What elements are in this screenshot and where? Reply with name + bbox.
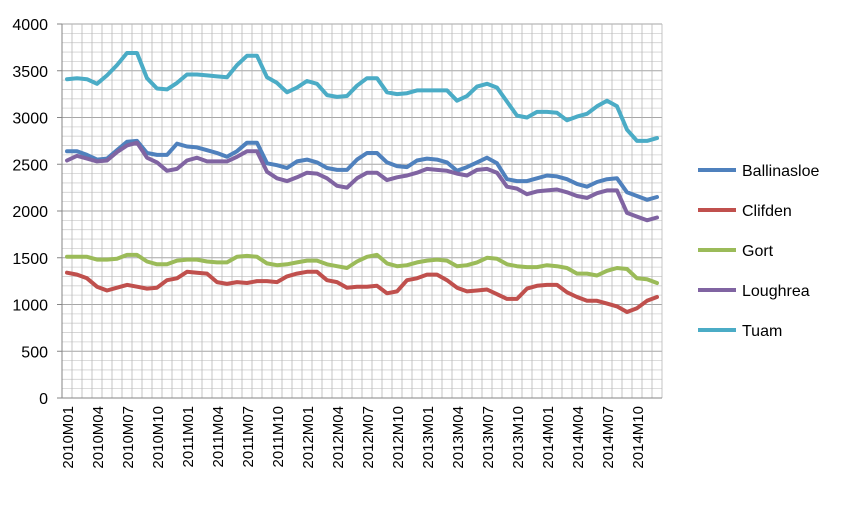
legend-label-gort: Gort [742, 243, 774, 260]
series-line-tuam [65, 51, 659, 143]
legend-label-tuam: Tuam [742, 323, 782, 340]
y-tick-label: 4000 [12, 17, 48, 34]
y-tick-label: 1000 [12, 298, 48, 315]
y-tick-label: 500 [21, 344, 48, 361]
series-lines [65, 51, 659, 314]
y-tick-label: 2500 [12, 157, 48, 174]
x-tick-label: 2010M01 [60, 406, 77, 469]
x-tick-label: 2012M04 [330, 406, 347, 469]
x-tick-label: 2014M07 [600, 406, 617, 469]
x-tick-label: 2012M10 [390, 406, 407, 469]
x-tick-label: 2014M01 [540, 406, 557, 469]
x-tick-label: 2011M07 [240, 406, 257, 467]
series-line-clifden [65, 269, 659, 314]
x-tick-label: 2010M10 [150, 406, 167, 469]
x-tick-label: 2012M01 [300, 406, 317, 469]
x-tick-label: 2014M04 [570, 406, 587, 469]
x-tick-label: 2014M10 [630, 406, 647, 469]
x-tick-label: 2013M07 [480, 406, 497, 469]
x-tick-label: 2011M01 [180, 406, 197, 467]
y-tick-label: 0 [39, 391, 48, 408]
x-tick-label: 2013M01 [420, 406, 437, 469]
x-tick-label: 2012M07 [360, 406, 377, 469]
series-line-ballinasloe [65, 138, 659, 202]
axes: 0 500 1000 1500 2000 2500 3000 3500 4000 2010M01 2… [12, 17, 662, 469]
x-tick-label: 2011M04 [210, 406, 227, 467]
y-tick-label: 1500 [12, 251, 48, 268]
y-tick-label: 3500 [12, 64, 48, 81]
y-tick-label: 3000 [12, 111, 48, 128]
legend-label-loughrea: Loughrea [742, 283, 810, 300]
legend-label-clifden: Clifden [742, 203, 792, 220]
legend: Ballinasloe Clifden Gort Loughrea Tuam [698, 163, 819, 340]
y-tick-label: 2000 [12, 204, 48, 221]
x-tick-label: 2010M07 [120, 406, 137, 469]
x-tick-label: 2010M04 [90, 406, 107, 469]
x-tick-label: 2013M10 [510, 406, 527, 469]
legend-label-ballinasloe: Ballinasloe [742, 163, 819, 180]
x-tick-label: 2013M04 [450, 406, 467, 469]
x-tick-label: 2011M10 [270, 406, 287, 467]
series-line-loughrea [65, 140, 659, 223]
series-line-gort [65, 252, 659, 285]
